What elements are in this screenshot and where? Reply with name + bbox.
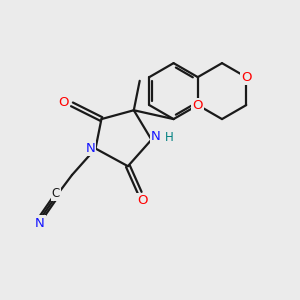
Text: O: O [58, 96, 68, 110]
Text: O: O [241, 70, 251, 84]
Text: C: C [52, 187, 60, 200]
Text: H: H [165, 131, 174, 144]
Text: N: N [151, 130, 161, 143]
Text: O: O [193, 99, 203, 112]
Text: O: O [137, 194, 148, 207]
Text: N: N [35, 217, 44, 230]
Text: N: N [85, 142, 95, 155]
